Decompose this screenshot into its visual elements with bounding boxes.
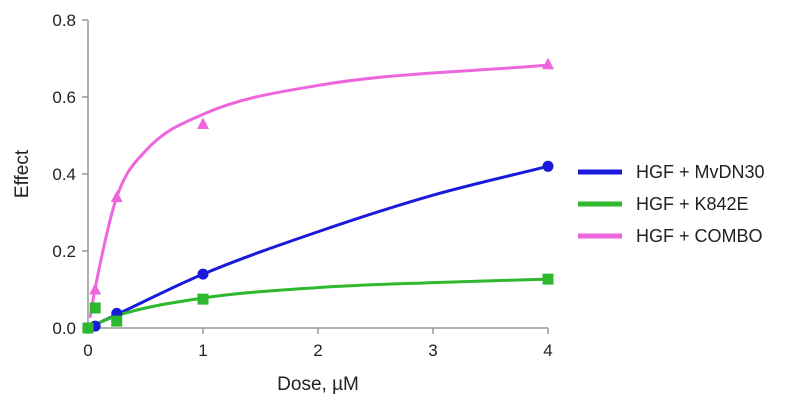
data-point-2-2 — [89, 302, 101, 314]
fit-curve-2 — [86, 277, 550, 330]
y-tick-label: 0.6 — [52, 88, 76, 107]
y-tick-label: 0.2 — [52, 242, 76, 261]
data-point-2-3 — [111, 315, 123, 327]
y-tick-label: 0.8 — [52, 11, 76, 30]
data-point-3-3 — [197, 117, 209, 129]
legend: HGF + MvDN30 HGF + K842E HGF + COMBO — [578, 162, 765, 246]
y-ticks: 0.0 0.2 0.4 0.6 0.8 — [52, 11, 88, 338]
legend-label-1: HGF + MvDN30 — [636, 162, 765, 182]
fit-curve-1 — [86, 164, 550, 330]
x-tick-label: 4 — [543, 341, 552, 360]
data-point-1-5 — [542, 160, 554, 172]
x-tick-label: 3 — [428, 341, 437, 360]
data-point-3-4 — [542, 57, 554, 70]
data-point-2-5 — [542, 273, 554, 285]
y-axis-title: Effect — [12, 149, 33, 198]
data-point-2-1 — [82, 322, 94, 334]
y-tick-label: 0.0 — [52, 319, 76, 338]
fit-curve-3 — [88, 63, 550, 318]
x-tick-label: 2 — [313, 341, 322, 360]
data-point-3-1 — [89, 283, 102, 295]
x-ticks: 0 1 2 3 4 — [83, 328, 553, 360]
data-markers — [82, 57, 554, 334]
legend-label-3: HGF + COMBO — [636, 226, 763, 246]
y-tick-label: 0.4 — [52, 165, 76, 184]
x-tick-label: 0 — [83, 341, 92, 360]
data-point-1-4 — [197, 268, 209, 280]
data-point-2-4 — [197, 293, 209, 305]
fitted-curves — [86, 63, 550, 330]
legend-label-2: HGF + K842E — [636, 194, 749, 214]
x-axis-title: Dose, µM — [277, 374, 359, 395]
x-tick-label: 1 — [198, 341, 207, 360]
data-point-3-2 — [110, 190, 123, 203]
